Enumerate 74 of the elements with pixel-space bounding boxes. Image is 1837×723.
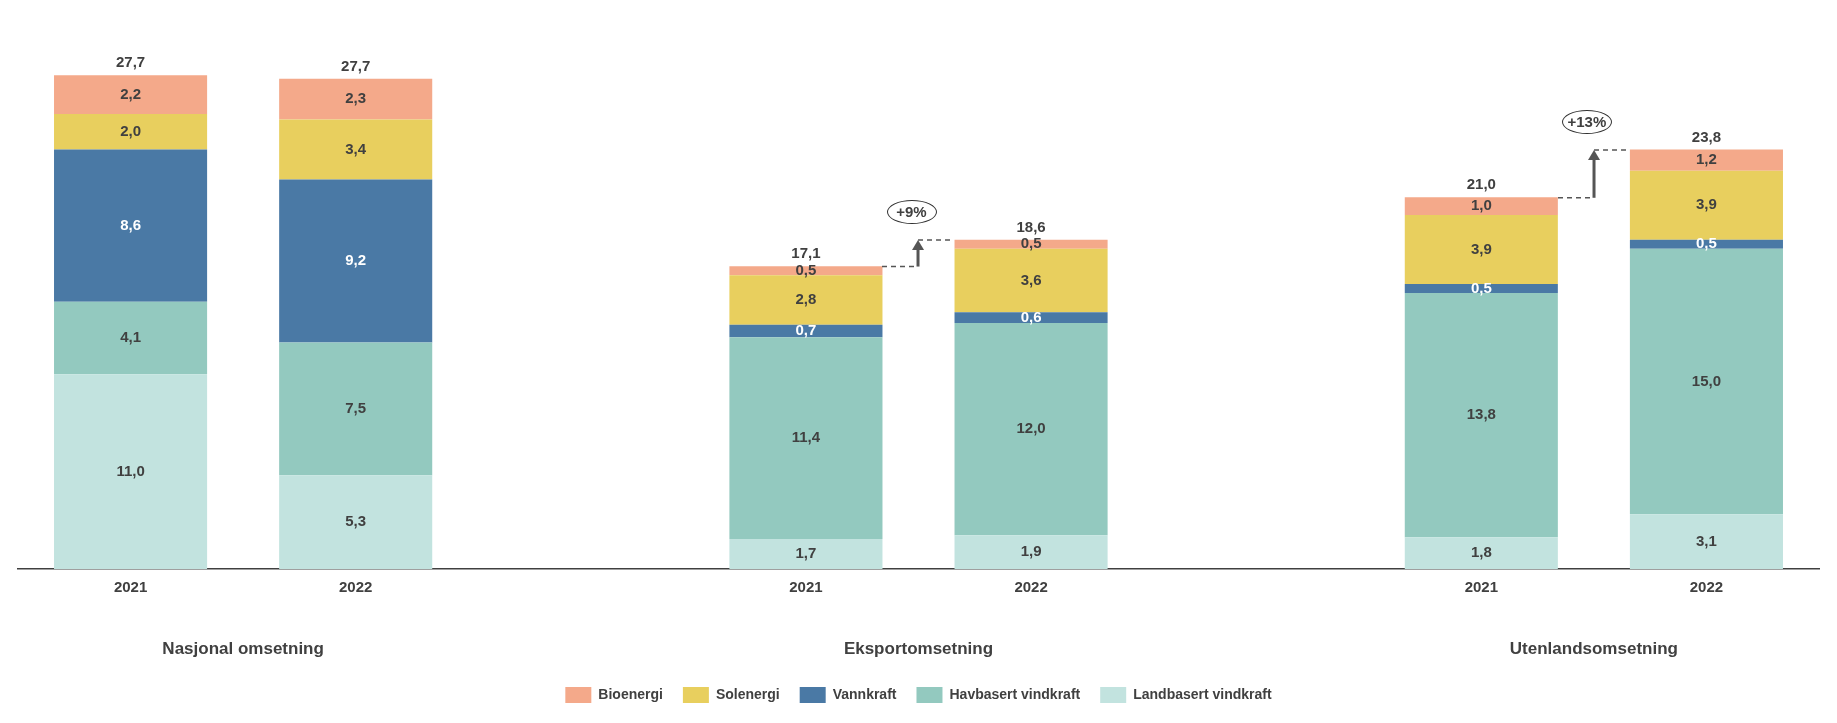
data-label: 11,0 (116, 461, 145, 479)
data-label: 8,6 (120, 215, 141, 233)
bar (279, 78, 433, 120)
bar (279, 179, 433, 343)
bar (1629, 149, 1783, 171)
x-tick-label: 2022 (339, 578, 373, 596)
bar (54, 374, 208, 569)
data-label: 9,2 (345, 251, 367, 269)
legend-label: Vannkraft (832, 685, 897, 702)
text: Nasjonal omsetning (162, 638, 324, 658)
x-tick-label: 2021 (789, 578, 823, 596)
legend-label: Landbasert vindkraft (1133, 685, 1273, 702)
data-label: 2,8 (795, 290, 817, 308)
data-label: 13,8 (1466, 405, 1496, 423)
bar (954, 312, 1108, 323)
x-tick-label: 2021 (113, 578, 148, 596)
data-label: 12,0 (1016, 419, 1046, 437)
text: Utenlandsomsetning (1509, 638, 1678, 658)
text: Eksportomsetning (843, 638, 994, 658)
data-label: 1,7 (795, 544, 817, 562)
total-label: 23,8 (1691, 127, 1722, 145)
bar (279, 119, 433, 180)
legend-label: Havbasert vindkraft (949, 685, 1081, 702)
data-label: 0,5 (1020, 234, 1042, 252)
bar (1404, 537, 1558, 569)
total-label: 18,6 (1016, 217, 1046, 235)
data-label: 4,1 (120, 328, 141, 346)
bar (54, 114, 208, 150)
data-label: 0,5 (795, 260, 817, 278)
data-label: 2,3 (345, 89, 367, 107)
total-label: 27,7 (341, 56, 371, 74)
bar (1404, 215, 1558, 285)
data-label: 0,5 (1470, 278, 1492, 296)
bar (729, 337, 883, 539)
bar (729, 324, 883, 338)
data-label: 1,2 (1696, 150, 1717, 168)
data-label: 0,6 (1020, 307, 1042, 325)
bar (279, 475, 433, 569)
total-label: 17,1 (791, 244, 821, 262)
data-label: 3,1 (1696, 531, 1717, 549)
total-label: 27,7 (115, 53, 146, 71)
data-label: 11,4 (791, 428, 821, 446)
bar (1629, 514, 1783, 569)
data-label: 2,2 (120, 84, 141, 102)
data-label: 3,4 (345, 139, 367, 157)
bar (954, 535, 1108, 569)
data-label: 3,9 (1696, 195, 1717, 213)
x-tick-label: 2021 (1464, 578, 1498, 596)
bar (1404, 197, 1558, 215)
bar (729, 538, 883, 569)
data-label: 5,3 (345, 512, 367, 530)
data-label: 15,0 (1691, 371, 1722, 389)
bar (279, 342, 433, 476)
x-tick-label: 2022 (1014, 578, 1048, 596)
legend-label: Solenergi (715, 685, 780, 702)
bar (54, 301, 208, 375)
data-label: 7,5 (345, 398, 367, 416)
data-label: 1,0 (1470, 196, 1492, 214)
annotation: +9% (896, 203, 927, 221)
total-label: 21,0 (1466, 175, 1496, 193)
data-label: 3,9 (1470, 239, 1492, 257)
data-label: 1,8 (1470, 543, 1492, 561)
annotation: +13% (1567, 113, 1607, 130)
legend-label: Bioenergi (598, 685, 663, 702)
x-tick-label: 2022 (1689, 578, 1724, 596)
bar (729, 266, 883, 276)
bar (954, 239, 1108, 249)
data-label: 3,6 (1020, 270, 1042, 288)
data-label: 1,9 (1020, 542, 1042, 560)
bar (54, 75, 208, 115)
bar (54, 149, 208, 302)
bar (1629, 170, 1783, 240)
data-label: 2,0 (120, 121, 141, 139)
data-label: 0,7 (795, 321, 817, 339)
